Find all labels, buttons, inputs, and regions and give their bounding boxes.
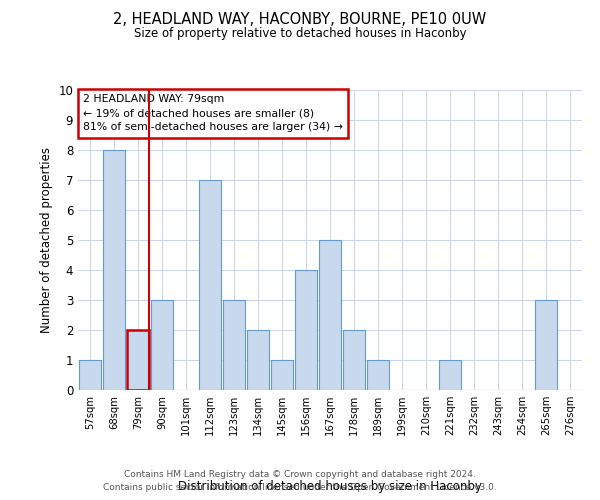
Bar [343, 330, 365, 390]
Text: Contains HM Land Registry data © Crown copyright and database right 2024.
Contai: Contains HM Land Registry data © Crown c… [103, 470, 497, 492]
Bar [103, 150, 125, 390]
Bar [247, 330, 269, 390]
Bar [319, 240, 341, 390]
Bar [271, 360, 293, 390]
Bar [127, 330, 149, 390]
Text: 2, HEADLAND WAY, HACONBY, BOURNE, PE10 0UW: 2, HEADLAND WAY, HACONBY, BOURNE, PE10 0… [113, 12, 487, 28]
Bar [223, 300, 245, 390]
Bar [79, 360, 101, 390]
Text: Size of property relative to detached houses in Haconby: Size of property relative to detached ho… [134, 28, 466, 40]
Bar [151, 300, 173, 390]
Y-axis label: Number of detached properties: Number of detached properties [40, 147, 53, 333]
X-axis label: Distribution of detached houses by size in Haconby: Distribution of detached houses by size … [178, 480, 482, 492]
Bar [295, 270, 317, 390]
Bar [367, 360, 389, 390]
Bar [199, 180, 221, 390]
Text: 2 HEADLAND WAY: 79sqm
← 19% of detached houses are smaller (8)
81% of semi-detac: 2 HEADLAND WAY: 79sqm ← 19% of detached … [83, 94, 343, 132]
Bar [439, 360, 461, 390]
Bar [535, 300, 557, 390]
